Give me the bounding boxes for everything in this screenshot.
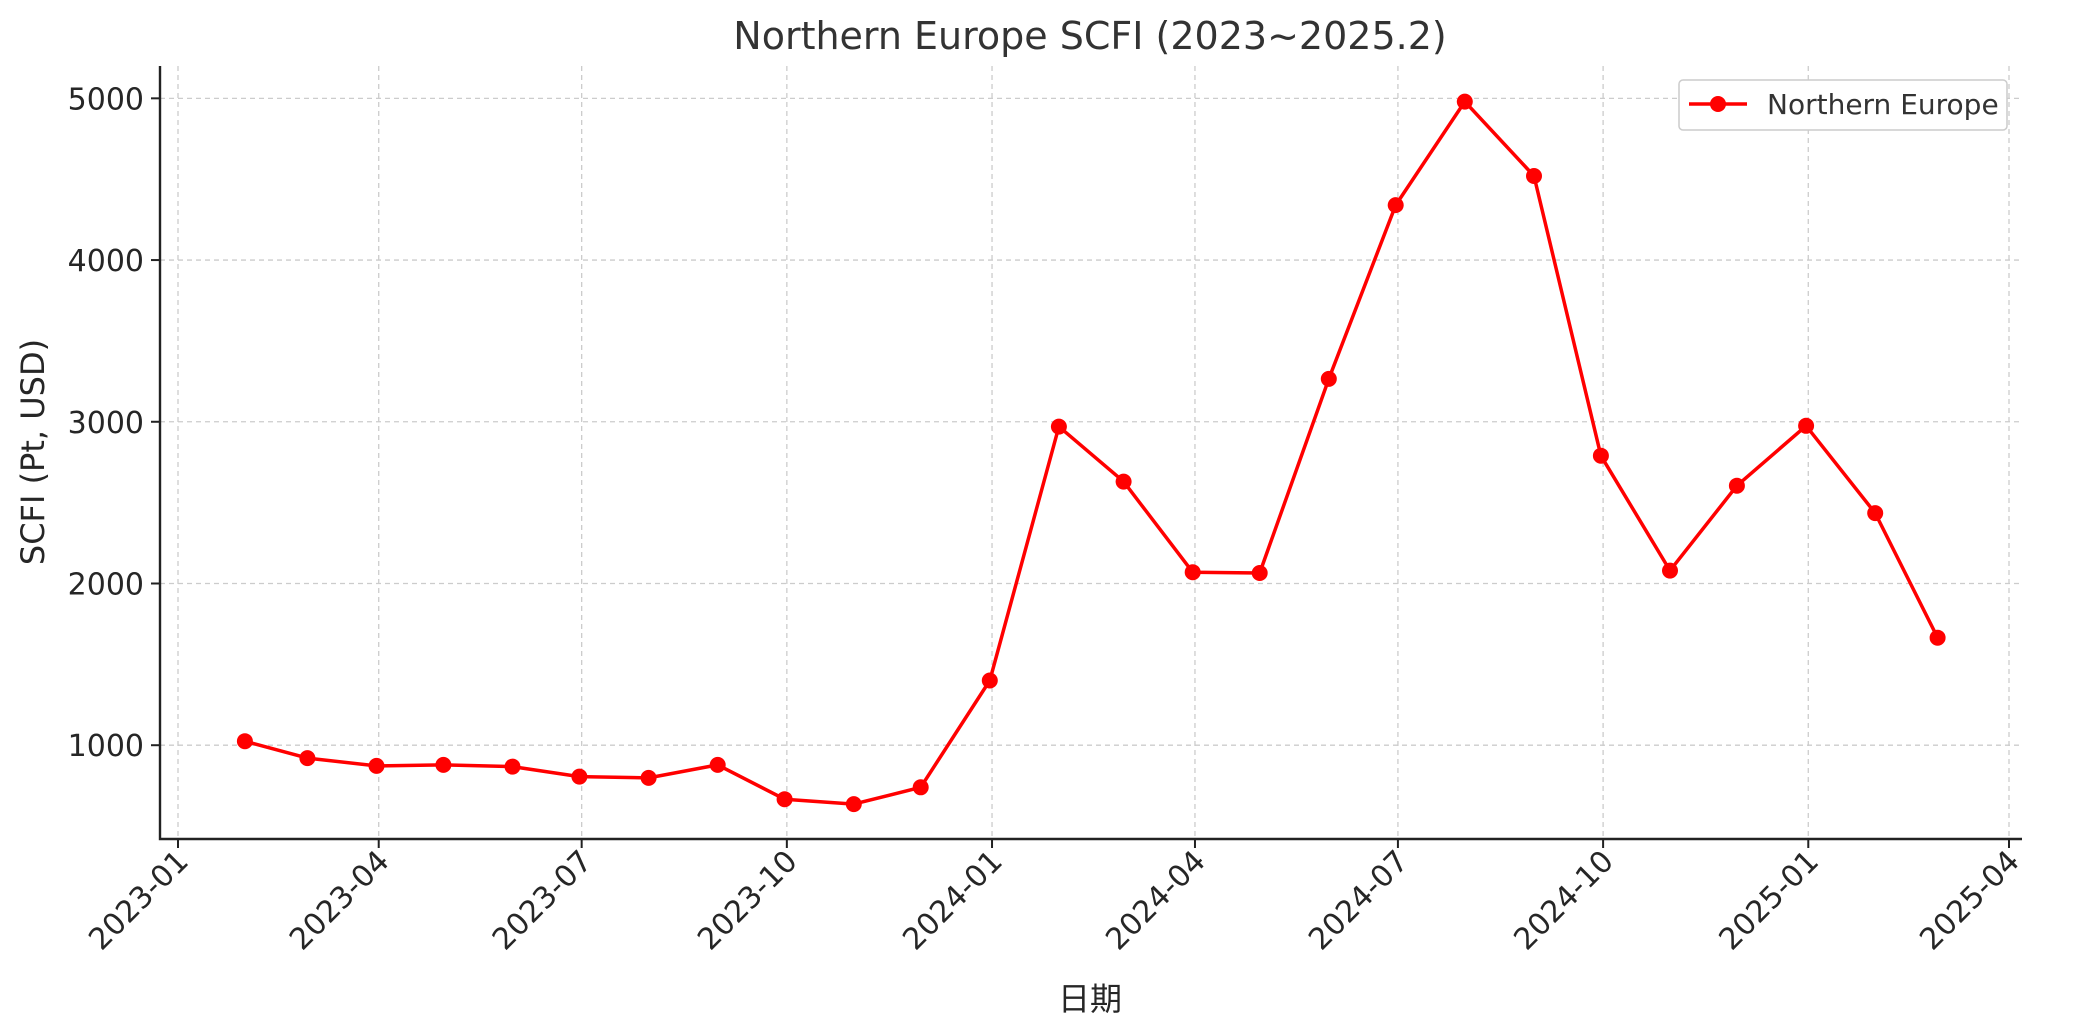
grid: [160, 66, 2022, 839]
data-point: [1592, 447, 1609, 464]
data-point: [1867, 505, 1884, 522]
data-point: [640, 769, 657, 786]
data-point: [1115, 473, 1132, 490]
data-point: [1251, 565, 1268, 581]
x-tick-label: 2024-01: [896, 844, 1009, 957]
data-point: [1387, 197, 1404, 214]
data-point: [299, 750, 316, 767]
x-tick-label: 2025-04: [1913, 844, 2026, 957]
x-tick-label: 2024-04: [1099, 844, 1212, 957]
series-layer: [236, 93, 1946, 813]
series-line: [244, 99, 1940, 806]
x-tick-label: 2023-04: [283, 844, 396, 957]
data-point: [1526, 168, 1542, 184]
data-point: [1184, 564, 1201, 581]
data-point: [981, 672, 998, 689]
data-point: [1798, 417, 1815, 434]
y-axis-title: SCFI (Pt, USD): [14, 339, 52, 565]
data-point: [1320, 370, 1337, 387]
data-point: [1050, 418, 1067, 435]
y-axis-ticks: 1000 2000 3000 4000 5000: [68, 82, 160, 764]
data-point: [1662, 562, 1678, 579]
x-tick-label: 2023-10: [691, 844, 804, 957]
y-tick-label: 5000: [68, 82, 144, 117]
data-point: [236, 733, 253, 750]
x-tick-label: 2024-10: [1507, 844, 1620, 957]
data-point: [1456, 93, 1473, 110]
x-tick-label: 2023-01: [82, 844, 195, 957]
legend: Northern Europe: [1678, 79, 2008, 131]
legend-label: Northern Europe: [1767, 88, 1999, 121]
data-point: [571, 768, 588, 785]
x-tick-label: 2025-01: [1713, 844, 1826, 957]
data-point: [368, 757, 385, 774]
data-point: [435, 756, 452, 773]
y-tick-label: 1000: [68, 729, 144, 764]
data-point: [912, 779, 929, 796]
x-axis-title: 日期: [1058, 980, 1122, 1018]
chart-title: Northern Europe SCFI (2023~2025.2): [733, 14, 1446, 58]
y-tick-label: 2000: [68, 567, 144, 602]
data-point: [504, 758, 521, 775]
data-point: [1728, 477, 1745, 494]
x-tick-label: 2024-07: [1302, 844, 1415, 957]
y-tick-label: 4000: [68, 244, 144, 279]
data-point: [845, 796, 862, 813]
legend-point-marker: [1710, 96, 1726, 112]
data-point: [1929, 629, 1946, 646]
x-axis-ticks: 2023-01 2023-04 2023-07 2023-10 2024-01 2024-…: [82, 839, 2027, 957]
y-tick-label: 3000: [68, 406, 144, 441]
x-tick-label: 2023-07: [486, 844, 599, 957]
data-point: [776, 791, 793, 808]
data-point: [709, 756, 726, 773]
legend-box: [1678, 79, 2008, 131]
axes-frame: [158, 66, 2022, 841]
